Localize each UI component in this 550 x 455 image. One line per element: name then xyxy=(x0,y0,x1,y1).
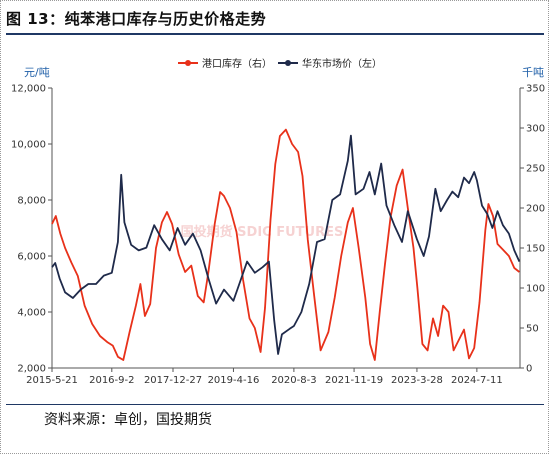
right-tick-label: 350 xyxy=(526,84,545,95)
line-chart: 国投期货 SDIC FUTURES 2,000 4,000 6,000 8,000 10… xyxy=(11,57,545,387)
right-tick-label: 300 xyxy=(526,124,545,135)
left-tick-label: 10,000 xyxy=(11,140,46,151)
series-east-china-price-line xyxy=(51,134,521,355)
left-tick-label: 8,000 xyxy=(17,196,46,207)
right-tick-label: 0 xyxy=(526,364,532,375)
x-tick-label: 2020-8-3 xyxy=(271,375,316,386)
left-tick-label: 2,000 xyxy=(17,364,46,375)
x-tick-label: 2023-3-28 xyxy=(391,375,443,386)
legend-swatch-marker xyxy=(285,60,291,66)
watermark: 国投期货 SDIC FUTURES xyxy=(181,224,344,240)
right-tick-label: 200 xyxy=(526,204,545,215)
title-rule xyxy=(6,33,544,35)
legend-label-port-inventory: 港口库存（右） xyxy=(202,57,272,70)
series-port-inventory-line xyxy=(51,128,520,361)
x-tick-label: 2016-9-2 xyxy=(89,375,134,386)
right-tick-label: 50 xyxy=(526,324,539,335)
chart-series xyxy=(51,128,521,361)
x-tick-label: 2021-11-19 xyxy=(325,375,383,386)
x-tick-label: 2019-4-16 xyxy=(208,375,260,386)
watermark-text: 国投期货 SDIC FUTURES xyxy=(181,224,344,240)
right-tick-label: 250 xyxy=(526,164,545,175)
source-note: 资料来源：卓创，国投期货 xyxy=(44,412,212,428)
left-axis-unit: 元/吨 xyxy=(24,66,50,79)
right-tick-label: 100 xyxy=(526,284,545,295)
left-tick-label: 12,000 xyxy=(11,84,46,95)
chart-legend: 港口库存（右） 华东市场价（左） xyxy=(178,57,382,70)
legend-swatch-marker xyxy=(185,60,191,66)
right-axis-unit: 千吨 xyxy=(522,66,544,79)
figure-title: 图 13：纯苯港口库存与历史价格走势 xyxy=(6,10,267,28)
left-tick-label: 6,000 xyxy=(17,252,46,263)
left-tick-label: 4,000 xyxy=(17,308,46,319)
chart-axes: 2,000 4,000 6,000 8,000 10,000 12,000 0 50 100 15… xyxy=(11,84,545,387)
x-tick-label: 2024-7-11 xyxy=(451,375,503,386)
x-tick-label: 2015-5-21 xyxy=(26,375,78,386)
source-rule xyxy=(6,404,544,405)
legend-label-east-china-price: 华东市场价（左） xyxy=(302,57,382,70)
x-tick-label: 2017-12-27 xyxy=(144,375,202,386)
right-tick-label: 150 xyxy=(526,244,545,255)
